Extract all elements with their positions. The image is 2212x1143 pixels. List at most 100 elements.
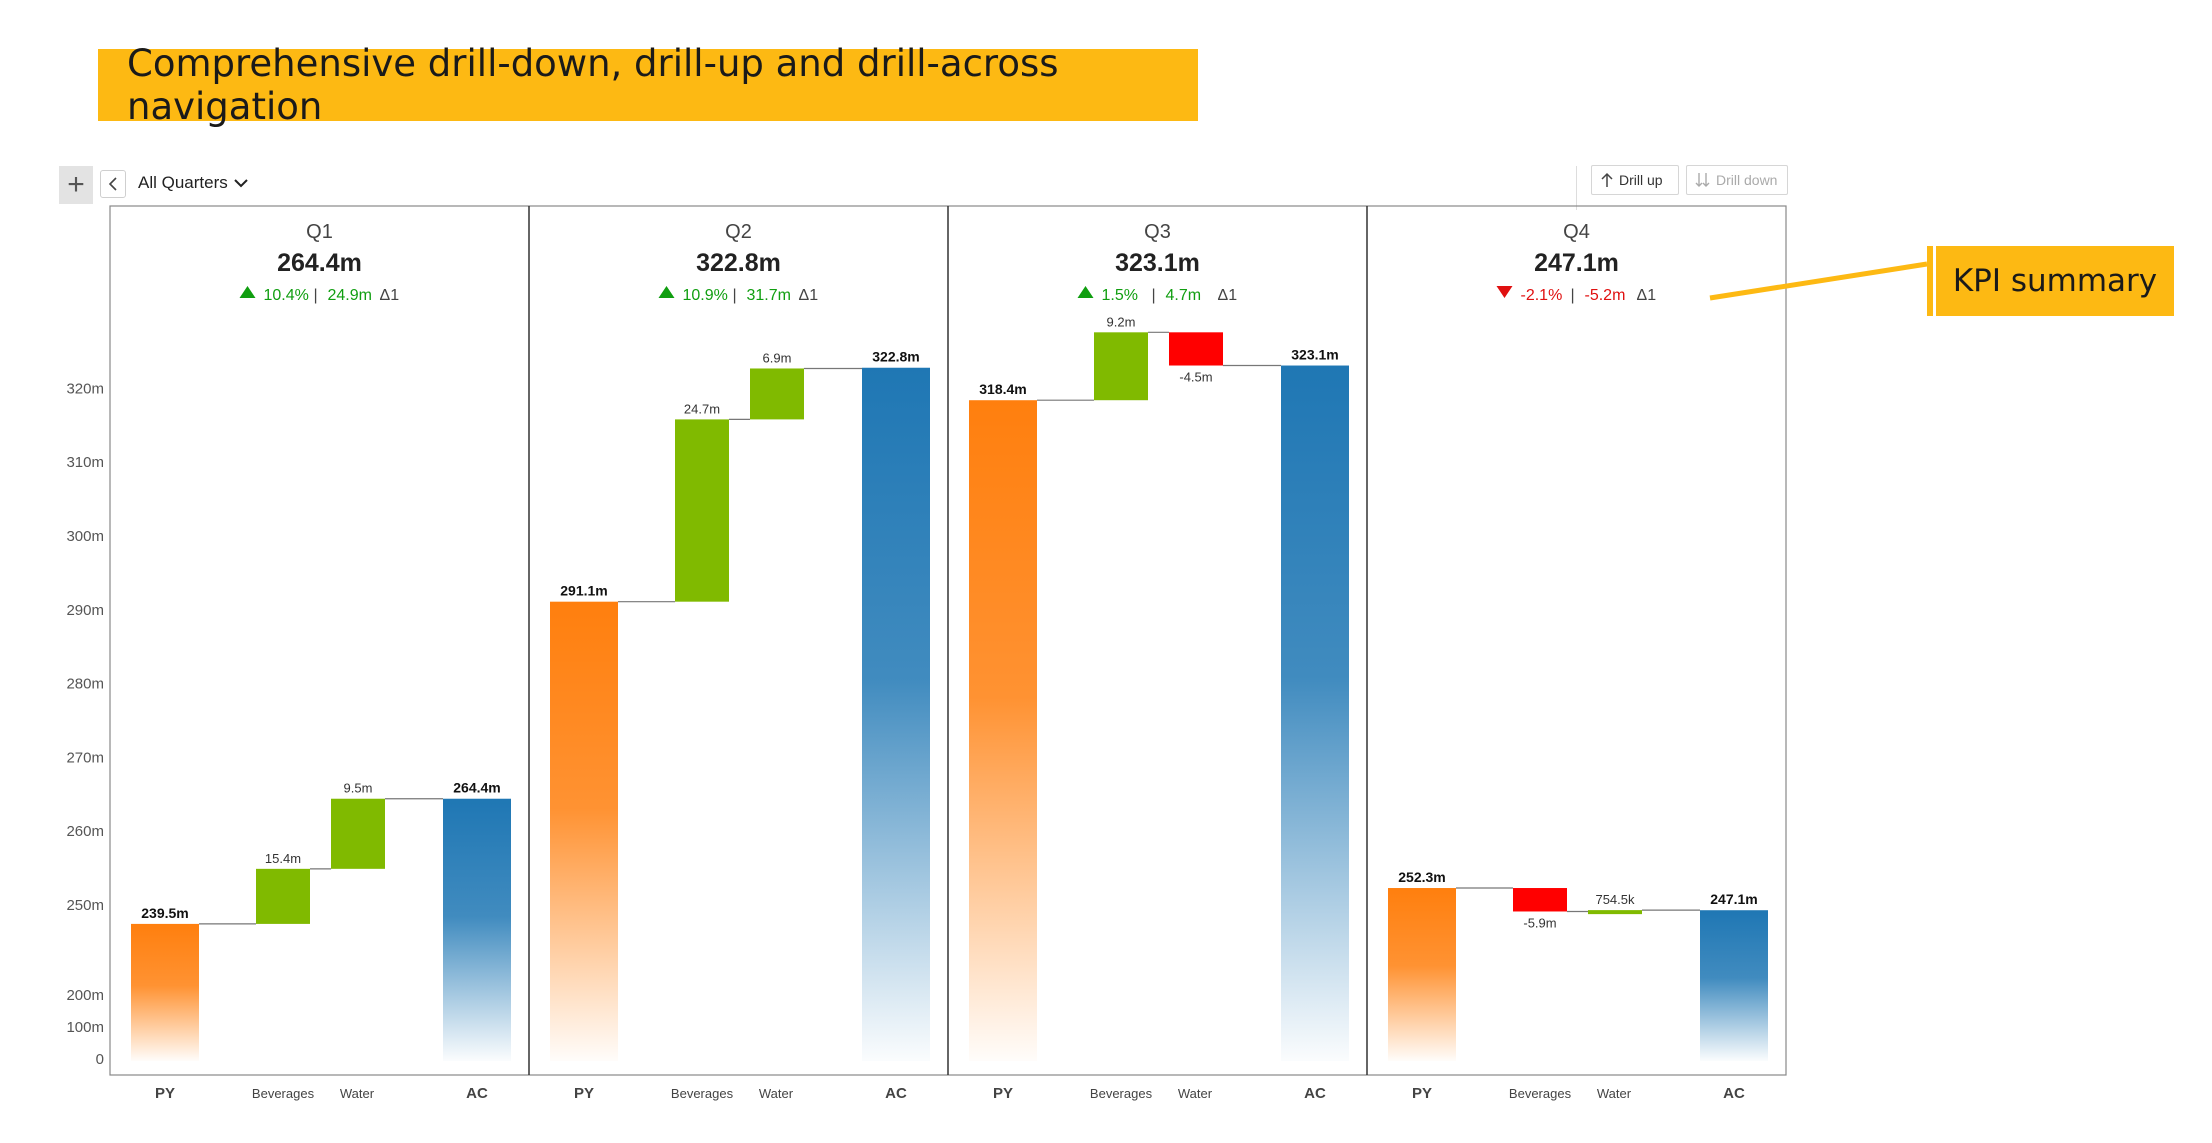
bar-py <box>550 601 618 1061</box>
category-label: Water <box>340 1086 375 1101</box>
category-label: Water <box>759 1086 794 1101</box>
kpi-separator: | <box>1152 287 1156 304</box>
kpi-delta-label: Δ1 <box>1637 287 1657 304</box>
kpi-delta-label: Δ1 <box>380 287 400 304</box>
panel-total: 264.4m <box>277 249 362 277</box>
kpi-delta-label: Δ1 <box>799 287 819 304</box>
category-label: Beverages <box>1509 1086 1572 1101</box>
bar-increase <box>1588 910 1642 915</box>
bar-py <box>1388 888 1456 1061</box>
category-label: PY <box>574 1085 594 1102</box>
kpi-separator: | <box>733 287 737 304</box>
bar-label-ac: 247.1m <box>1710 891 1757 907</box>
y-tick-label: 320m <box>66 380 104 397</box>
category-label: Water <box>1597 1086 1632 1101</box>
category-label: AC <box>466 1085 488 1102</box>
category-label: AC <box>1304 1085 1326 1102</box>
bar-ac <box>862 367 930 1062</box>
bar-label-ac: 322.8m <box>872 349 919 365</box>
quarter-filter-dropdown[interactable]: All Quarters <box>138 170 248 196</box>
panel-title: Q1 <box>306 221 333 243</box>
kpi-percent: 1.5% <box>1102 287 1138 304</box>
y-tick-label: 200m <box>66 987 104 1004</box>
page-title: Comprehensive drill-down, drill-up and d… <box>127 42 1059 128</box>
bar-label-delta: -4.5m <box>1179 370 1212 385</box>
bar-increase <box>1094 332 1148 401</box>
callout-label: KPI summary <box>1952 263 2158 299</box>
category-label: Beverages <box>671 1086 734 1101</box>
bar-label-py: 318.4m <box>979 381 1026 397</box>
drill-down-button[interactable]: Drill down <box>1686 165 1788 195</box>
bar-label-delta: 754.5k <box>1595 892 1635 907</box>
category-label: AC <box>885 1085 907 1102</box>
bar-label-ac: 323.1m <box>1291 347 1338 363</box>
drill-down-label: Drill down <box>1716 172 1778 188</box>
bar-ac <box>443 798 511 1061</box>
toolbar-divider <box>1576 166 1577 210</box>
kpi-absolute: 4.7m <box>1166 287 1202 304</box>
panel-title: Q4 <box>1563 221 1590 243</box>
kpi-absolute: 31.7m <box>747 287 791 304</box>
category-label: PY <box>1412 1085 1432 1102</box>
bar-label-delta: 9.5m <box>344 781 373 796</box>
triangle-up-icon <box>239 286 256 298</box>
kpi-separator: | <box>1571 287 1575 304</box>
panel-title: Q2 <box>725 221 752 243</box>
kpi-absolute: -5.2m <box>1585 287 1626 304</box>
drill-up-label: Drill up <box>1619 172 1663 188</box>
kpi-percent: 10.9% <box>683 287 728 304</box>
y-tick-label: 280m <box>66 676 104 693</box>
y-tick-label: 310m <box>66 454 104 471</box>
triangle-up-icon <box>1077 286 1094 298</box>
panel-title: Q3 <box>1144 221 1171 243</box>
callout-accent <box>1927 246 1933 316</box>
drill-up-button[interactable]: Drill up <box>1591 165 1679 195</box>
arrow-up-icon <box>1601 172 1613 187</box>
bar-increase <box>675 419 729 602</box>
bar-label-delta: 9.2m <box>1107 314 1136 329</box>
bar-increase <box>331 798 385 869</box>
bar-label-py: 252.3m <box>1398 869 1445 885</box>
kpi-percent: -2.1% <box>1521 287 1563 304</box>
triangle-up-icon <box>658 286 675 298</box>
y-tick-label: 300m <box>66 528 104 545</box>
bar-py <box>969 400 1037 1061</box>
y-tick-label: 0 <box>96 1051 104 1068</box>
double-arrow-down-icon <box>1695 173 1710 187</box>
bar-increase <box>256 868 310 924</box>
kpi-summary-callout: KPI summary <box>1936 246 2174 316</box>
plus-icon: + <box>67 168 85 201</box>
page-title-banner: Comprehensive drill-down, drill-up and d… <box>98 42 1198 128</box>
bar-increase <box>750 368 804 420</box>
bar-label-delta: 6.9m <box>763 350 792 365</box>
y-tick-label: 290m <box>66 602 104 619</box>
bar-ac <box>1700 910 1768 1061</box>
y-tick-label: 260m <box>66 823 104 840</box>
category-label: PY <box>155 1085 175 1102</box>
bar-label-ac: 264.4m <box>453 780 500 796</box>
triangle-down-icon <box>1496 286 1513 298</box>
panel-total: 322.8m <box>696 249 781 277</box>
bar-decrease <box>1513 888 1567 912</box>
bar-label-py: 291.1m <box>560 583 607 599</box>
category-label: PY <box>993 1085 1013 1102</box>
kpi-absolute: 24.9m <box>328 287 372 304</box>
bar-label-delta: 15.4m <box>265 851 301 866</box>
bar-ac <box>1281 365 1349 1062</box>
category-label: Beverages <box>252 1086 315 1101</box>
kpi-delta-label: Δ1 <box>1218 287 1238 304</box>
bar-py <box>131 923 199 1061</box>
kpi-separator: | <box>314 287 318 304</box>
add-button[interactable]: + <box>59 166 93 204</box>
panel-total: 247.1m <box>1534 249 1619 277</box>
bar-label-delta: -5.9m <box>1523 915 1556 930</box>
category-label: AC <box>1723 1085 1745 1102</box>
y-tick-label: 100m <box>66 1019 104 1036</box>
back-button[interactable] <box>100 170 126 198</box>
bar-decrease <box>1169 332 1223 366</box>
bar-label-delta: 24.7m <box>684 401 720 416</box>
category-label: Water <box>1178 1086 1213 1101</box>
quarter-filter-label: All Quarters <box>138 173 228 192</box>
bar-label-py: 239.5m <box>141 905 188 921</box>
kpi-percent: 10.4% <box>264 287 309 304</box>
